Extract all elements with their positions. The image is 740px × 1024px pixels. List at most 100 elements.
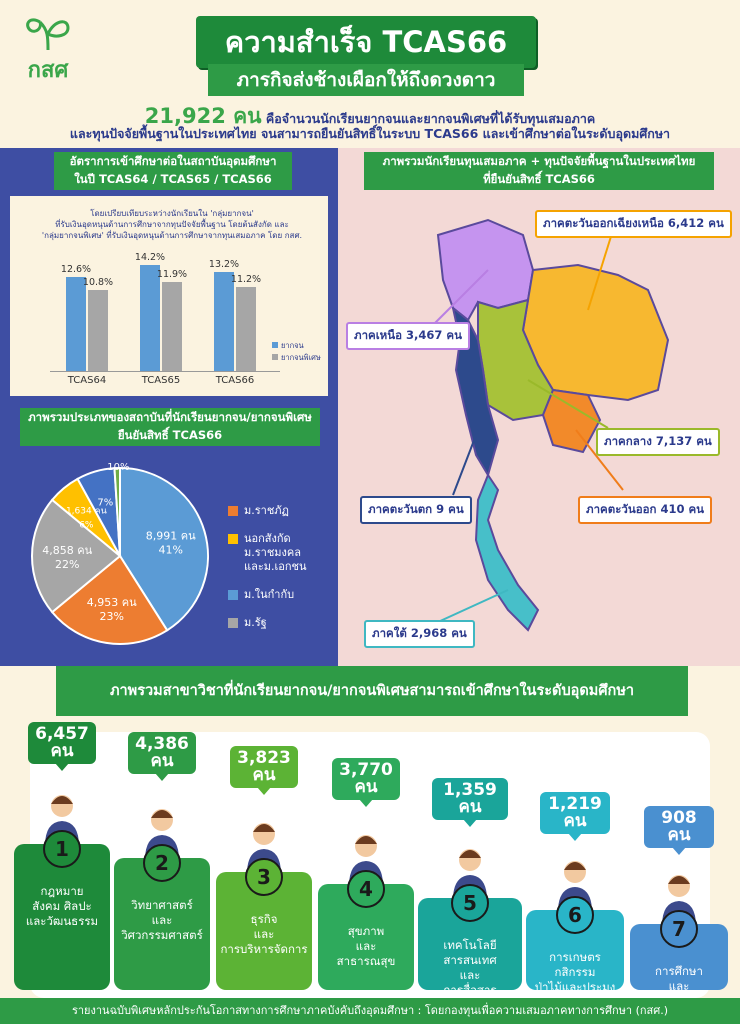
field-count: 908 (661, 808, 697, 828)
field-label-line: กสิกรรม (554, 965, 596, 979)
region-label-east: ภาคตะวันออก 410 คน (578, 496, 713, 524)
field-card-2: วิทยาศาสตร์ และ วิศวกรรมศาสตร์ (114, 858, 210, 990)
field-label-line: การบริหารจัดการ (220, 942, 308, 956)
pie-legend-swatch (228, 618, 238, 628)
bar-legend-swatch (272, 342, 278, 348)
field-count: 1,359 (443, 780, 497, 800)
note-line-1: โดยเปรียบเทียบระหว่างนักเรียนใน 'กลุ่มยา… (90, 209, 254, 218)
bar-value-label: 13.2% (208, 259, 240, 270)
pie-count-label: 4,858 คน (42, 544, 92, 557)
field-unit: คน (458, 797, 482, 817)
fields-banner: ภาพรวมสาขาวิชาที่นักเรียนยากจน/ยากจนพิเศ… (56, 666, 688, 716)
field-label-line: ป่าไม้และประมง (534, 980, 616, 994)
pie-count-label: 4,953 คน (87, 596, 137, 609)
field-number: 4 (347, 870, 385, 908)
pie-pct-label: 23% (100, 610, 124, 623)
field-unit: คน (667, 825, 691, 845)
field-count-bubble: 3,770 คน (332, 758, 400, 807)
field-unit: คน (563, 811, 587, 831)
region-label-northeast: ภาคตะวันออกเฉียงเหนือ 6,412 คน (535, 210, 732, 238)
field-number: 5 (451, 884, 489, 922)
bar-category-label: TCAS64 (67, 375, 107, 386)
field-label-line: และ (668, 979, 690, 993)
page-title: ความสำเร็จ TCAS66 (196, 16, 536, 68)
field-count-bubble: 1,219 คน (540, 792, 610, 841)
pie-legend-label: ม.ในกำกับ (244, 588, 295, 601)
bar-chart: 12.6% 10.8% TCAS64 14.2% 11.9% TCAS65 13.2% 11.… (10, 196, 328, 396)
pie-pct-label: 10% (107, 462, 129, 473)
thailand-map (432, 218, 670, 632)
pie-pct-label: 6% (79, 520, 94, 530)
region-label-west: ภาคตะวันตก 9 คน (360, 496, 472, 524)
pie-slice-2 (31, 498, 122, 614)
pie-legend-swatch (228, 534, 238, 544)
bar-TCAS65-poor (140, 264, 160, 371)
field-number: 3 (245, 858, 283, 896)
map-region-south (474, 472, 540, 632)
bar-TCAS66-extreme-poor (236, 287, 256, 371)
field-label-line: ธุรกิจ (250, 912, 278, 926)
field-count-bubble: 6,457 คน (28, 722, 96, 771)
field-count: 1,219 (548, 794, 602, 814)
field-label-line: และ (151, 913, 173, 927)
pie-legend-label: ม.ราชภัฏ (244, 504, 289, 517)
map-header-line-2: ที่ยืนยันสิทธิ์ TCAS66 (483, 172, 595, 186)
bar-value-label: 11.2% (230, 274, 262, 285)
summary-line-2: และทุนปัจจัยพื้นฐานในประเทศไทย จนสามารถย… (69, 126, 671, 141)
field-label-line: และวัฒนธรรม (25, 914, 99, 928)
bar-header-line-1: อัตราการเข้าศึกษาต่อในสถาบันอุดมศึกษา (69, 154, 277, 168)
bar-legend-label: ยากจนพิเศษ (281, 353, 321, 362)
pie-header-line-1: ภาพรวมประเภทของสถาบันที่นักเรียนยากจน/ยา… (28, 410, 312, 424)
fields-list: 6,457 คน กฎหมาย สังคม ศิลปะ และวัฒนธรรม 1 4,38… (14, 722, 728, 1008)
field-number: 1 (43, 830, 81, 868)
bar-header-line-2: ในปี TCAS64 / TCAS65 / TCAS66 (74, 172, 272, 186)
field-label-line: วิศวกรรมศาสตร์ (121, 928, 203, 942)
field-label-line: สังคม ศิลปะ (32, 899, 92, 913)
field-unit: คน (252, 765, 276, 785)
pie-count-label: 1,634 คน (66, 506, 107, 516)
field-label-line: และ (253, 927, 275, 941)
region-label-central: ภาคกลาง 7,137 คน (596, 428, 720, 456)
field-label-line: การสื่อสาร (443, 983, 497, 997)
sprout-icon (26, 18, 70, 51)
field-count-bubble: 3,823 คน (230, 746, 298, 795)
bar-legend-swatch (272, 354, 278, 360)
bar-category-label: TCAS65 (141, 375, 181, 386)
field-number: 6 (556, 896, 594, 934)
field-number: 2 (143, 844, 181, 882)
bar-value-label: 10.8% (82, 277, 114, 288)
field-card-1: กฎหมาย สังคม ศิลปะ และวัฒนธรรม (14, 844, 110, 990)
pie-section-header: ภาพรวมประเภทของสถาบันที่นักเรียนยากจน/ยา… (20, 408, 320, 446)
map-section-header: ภาพรวมนักเรียนทุนเสมอภาค + ทุนปัจจัยพื้น… (364, 152, 714, 190)
pie-count-label: 8,991 คน (146, 529, 196, 542)
pie-legend-label: นอกสังกัด ม.ราชมงคล และม.เอกชน (244, 532, 307, 573)
logo: กสศ (18, 12, 78, 83)
bar-section-header: อัตราการเข้าศึกษาต่อในสถาบันอุดมศึกษา ใน… (54, 152, 292, 190)
field-label-line: วิทยาศาสตร์ (131, 898, 193, 912)
field-count: 3,770 (339, 760, 393, 780)
field-label-line: การเกษตร (549, 950, 601, 964)
bar-value-label: 11.9% (156, 268, 188, 280)
field-count-bubble: 4,386 คน (128, 732, 196, 781)
summary-count: 21,922 คน (144, 104, 262, 128)
region-label-north: ภาคเหนือ 3,467 คน (346, 322, 470, 350)
bar-axis-line (50, 371, 280, 372)
pie-legend-label: ม.รัฐ (244, 616, 267, 629)
field-unit: คน (354, 777, 378, 797)
pie-legend: ม.ราชภัฏนอกสังกัด ม.ราชมงคล และม.เอกชนม.ใน… (228, 504, 338, 634)
pie-slice-1 (50, 554, 169, 645)
field-number: 7 (660, 910, 698, 948)
map-header-line-1: ภาพรวมนักเรียนทุนเสมอภาค + ทุนปัจจัยพื้น… (382, 154, 696, 168)
field-label-line: กฎหมาย (40, 884, 84, 898)
logo-text: กสศ (27, 58, 69, 83)
field-label-line: เทคโนโลยีสารสนเทศ (443, 938, 497, 967)
field-count: 3,823 (237, 748, 291, 768)
bar-value-label: 14.2% (134, 251, 166, 263)
note-line-2: ที่รับเงินอุดหนุนด้านการศึกษาจากทุนปัจจั… (55, 220, 289, 229)
pie-pct-label: 41% (158, 543, 182, 556)
field-unit: คน (150, 751, 174, 771)
field-count: 4,386 (135, 734, 189, 754)
pie-legend-swatch (228, 590, 238, 600)
bar-value-label: 12.6% (60, 263, 92, 275)
